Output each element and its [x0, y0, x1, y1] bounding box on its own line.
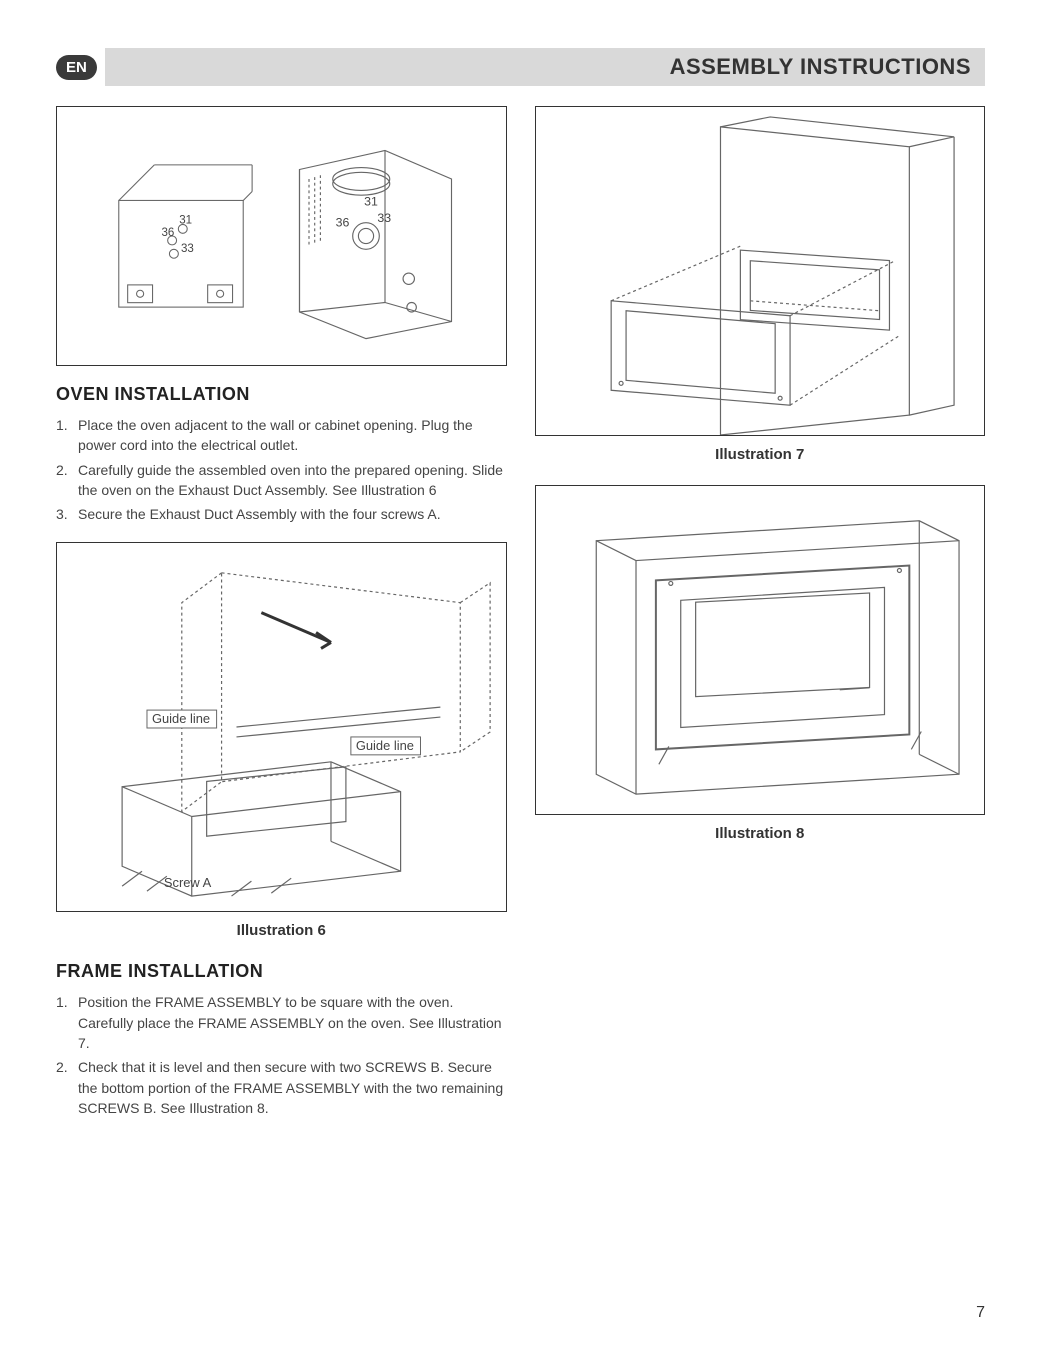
page-header: EN ASSEMBLY INSTRUCTIONS — [56, 48, 985, 86]
guide-line-label-2: Guide line — [356, 738, 414, 753]
frame-installation-steps: Position the FRAME ASSEMBLY to be square… — [56, 992, 507, 1118]
svg-text:36: 36 — [162, 227, 175, 239]
illustration-8-icon — [536, 486, 985, 814]
right-column: Illustration 7 — [535, 106, 986, 1122]
illustration-7-caption: Illustration 7 — [535, 446, 986, 463]
language-badge: EN — [56, 55, 97, 80]
illustration-7-figure — [535, 106, 986, 436]
left-column: 31 36 33 — [56, 106, 507, 1122]
oven-installation-steps: Place the oven adjacent to the wall or c… — [56, 415, 507, 524]
illustration-top-panels: 31 36 33 — [56, 106, 507, 366]
screw-a-label: Screw A — [164, 876, 212, 891]
content-columns: 31 36 33 — [56, 106, 985, 1122]
header-title-bar: ASSEMBLY INSTRUCTIONS — [105, 48, 985, 86]
panel-sketch-left-icon: 31 36 33 — [101, 136, 261, 336]
panel-sketch-right-icon: 31 36 33 — [271, 126, 461, 346]
frame-installation-heading: FRAME INSTALLATION — [56, 961, 507, 982]
illustration-6-caption: Illustration 6 — [56, 922, 507, 939]
svg-text:33: 33 — [181, 243, 194, 255]
page-number: 7 — [976, 1304, 985, 1322]
illustration-8-figure — [535, 485, 986, 815]
list-item: Secure the Exhaust Duct Assembly with th… — [56, 504, 507, 524]
svg-text:36: 36 — [336, 216, 350, 230]
svg-text:31: 31 — [364, 195, 378, 209]
illustration-8-caption: Illustration 8 — [535, 825, 986, 842]
illustration-7-icon — [536, 107, 985, 435]
list-item: Check that it is level and then secure w… — [56, 1057, 507, 1118]
svg-text:31: 31 — [179, 215, 192, 227]
svg-text:33: 33 — [378, 211, 392, 225]
illustration-6-figure: Guide line Guide line Screw A — [56, 542, 507, 912]
list-item: Carefully guide the assembled oven into … — [56, 460, 507, 501]
oven-installation-heading: OVEN INSTALLATION — [56, 384, 507, 405]
list-item: Place the oven adjacent to the wall or c… — [56, 415, 507, 456]
list-item: Position the FRAME ASSEMBLY to be square… — [56, 992, 507, 1053]
guide-line-label-1: Guide line — [152, 712, 210, 727]
illustration-6-icon: Guide line Guide line Screw A — [57, 543, 506, 911]
